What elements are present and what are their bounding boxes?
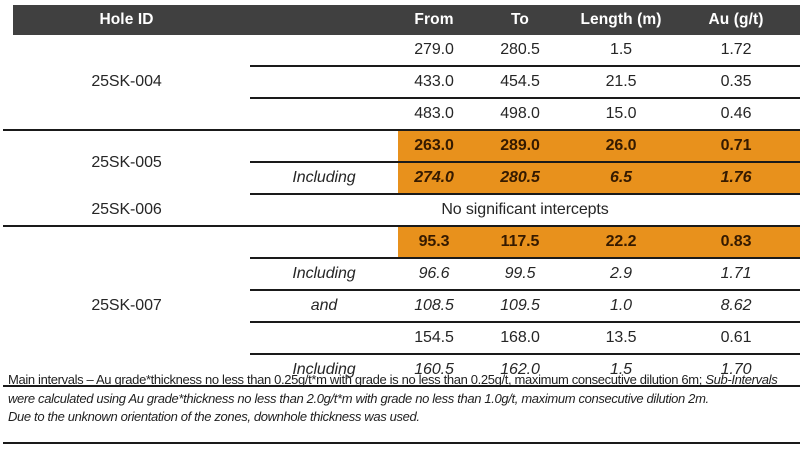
from-cell: 160.5: [398, 353, 470, 386]
bottom-rule: [3, 442, 800, 444]
qualifier-cell: [250, 129, 398, 162]
length-cell: 1.5: [610, 41, 632, 58]
footnote-paragraph: Main intervals – Au grade*thickness no l…: [8, 371, 801, 408]
table-row: and 108.5 109.5 1.0 8.62: [3, 289, 800, 322]
footnote-italic-segment: Due to the unknown orientation of the zo…: [8, 409, 420, 424]
to-cell: 117.5: [470, 225, 570, 258]
table-row: 25SK-007 95.3 117.5 22.2 0.83: [3, 225, 800, 386]
col-header-qualifier: [250, 5, 398, 35]
col-header-to: To: [470, 5, 570, 35]
table-row: 25SK-004 279.0 280.5 1.5 1.72: [3, 35, 800, 90]
au-cell: 1.71: [672, 257, 800, 290]
length-cell: 1.5: [570, 353, 672, 386]
au-cell: 8.62: [672, 289, 800, 322]
table-row: 25SK-005 263.0 289.0 26.0 0.71: [3, 129, 800, 194]
au-cell: 1.76: [672, 161, 800, 194]
length-cell: 22.2: [570, 225, 672, 258]
from-cell: 96.6: [398, 257, 470, 290]
col-header-length: Length (m): [570, 5, 672, 35]
length-cell: 15.0: [570, 97, 672, 130]
note-cell: No significant intercepts: [250, 193, 800, 226]
from-cell: 483.0: [398, 97, 470, 130]
table-row: 433.0 454.5 21.5 0.35: [3, 65, 800, 98]
col-header-from: From: [398, 5, 470, 35]
to-cell: 498.0: [470, 97, 570, 130]
from-cell: 95.3: [398, 225, 470, 258]
footnote-segment: Main intervals – Au grade*thickness no l…: [8, 372, 706, 387]
table-row: Including 96.6 99.5 2.9 1.71: [3, 257, 800, 290]
length-cell: 1.0: [570, 289, 672, 322]
length-cell: 26.0: [570, 129, 672, 162]
length-cell: 2.9: [570, 257, 672, 290]
table-row: Including 274.0 280.5 6.5 1.76: [3, 161, 800, 194]
from-cell: 433.0: [398, 65, 470, 98]
table-row: Including 160.5 162.0 1.5 1.70: [3, 353, 800, 386]
qualifier-cell: Including: [250, 257, 398, 290]
header-row: Hole ID From To Length (m) Au (g/t): [3, 5, 800, 35]
to-cell: 454.5: [470, 65, 570, 98]
au-cell: 1.72: [720, 41, 752, 58]
au-cell: 0.83: [672, 225, 800, 258]
footnote-italic-segment: Sub-Intervals were calculated using Au g…: [8, 372, 778, 406]
from-cell: 274.0: [398, 161, 470, 194]
qualifier-cell: and: [250, 289, 398, 322]
col-header-au: Au (g/t): [672, 5, 800, 35]
hole-id-cell: 25SK-004: [91, 73, 162, 90]
hole-id-cell: 25SK-005: [3, 129, 250, 194]
to-cell: 109.5: [470, 289, 570, 322]
table-footnotes: Main intervals – Au grade*thickness no l…: [8, 371, 801, 427]
qualifier-cell: [250, 65, 398, 98]
qualifier-cell: [250, 35, 398, 66]
length-cell: 6.5: [570, 161, 672, 194]
qualifier-cell: [250, 321, 398, 354]
drill-results-table: Hole ID From To Length (m) Au (g/t) 25SK…: [3, 5, 800, 387]
table-row: 25SK-006 No significant intercepts: [3, 193, 800, 226]
au-cell: 1.70: [672, 353, 800, 386]
to-cell: 280.5: [500, 41, 540, 58]
qualifier-cell: Including: [250, 161, 398, 194]
col-header-hole-id: Hole ID: [3, 5, 250, 35]
footnote-paragraph: Due to the unknown orientation of the zo…: [8, 408, 801, 427]
from-cell: 263.0: [398, 129, 470, 162]
qualifier-cell: Including: [250, 353, 398, 386]
from-cell: 279.0: [414, 41, 454, 58]
results-table-wrap: Hole ID From To Length (m) Au (g/t) 25SK…: [3, 5, 800, 387]
table-row: 154.5 168.0 13.5 0.61: [3, 321, 800, 354]
table-row: 483.0 498.0 15.0 0.46: [3, 97, 800, 130]
au-cell: 0.61: [672, 321, 800, 354]
to-cell: 162.0: [470, 353, 570, 386]
au-cell: 0.35: [672, 65, 800, 98]
from-cell: 108.5: [398, 289, 470, 322]
qualifier-cell: [250, 225, 398, 258]
au-cell: 0.46: [672, 97, 800, 130]
hole-id-cell: 25SK-006: [91, 200, 162, 218]
to-cell: 289.0: [470, 129, 570, 162]
length-cell: 21.5: [570, 65, 672, 98]
to-cell: 168.0: [470, 321, 570, 354]
length-cell: 13.5: [570, 321, 672, 354]
qualifier-cell: [250, 97, 398, 130]
au-cell: 0.71: [672, 129, 800, 162]
to-cell: 280.5: [470, 161, 570, 194]
hole-id-cell: 25SK-007: [3, 225, 250, 386]
to-cell: 99.5: [470, 257, 570, 290]
from-cell: 154.5: [398, 321, 470, 354]
